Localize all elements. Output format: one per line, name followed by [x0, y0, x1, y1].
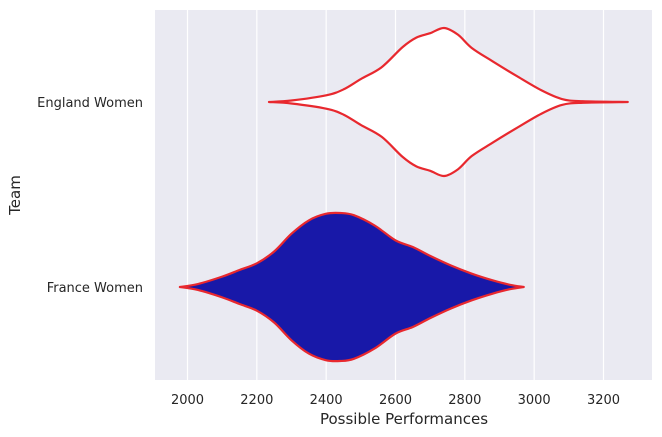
- y-axis-label: Team: [6, 175, 24, 216]
- x-tick-label: 2400: [310, 393, 343, 408]
- x-tick-label: 2000: [171, 393, 204, 408]
- x-tick-label: 2600: [379, 393, 412, 408]
- x-tick-labels: 2000 2200 2400 2600 2800 3000 3200: [171, 393, 620, 408]
- x-tick-label: 3000: [518, 393, 551, 408]
- x-tick-label: 2200: [240, 393, 273, 408]
- y-tick-label: England Women: [37, 96, 143, 111]
- violin-england-women: [267, 26, 629, 178]
- violins: [178, 26, 629, 363]
- x-axis-label: Possible Performances: [320, 410, 488, 428]
- y-tick-labels: England Women France Women: [37, 96, 143, 296]
- y-tick-label: France Women: [47, 281, 143, 296]
- violin-france-women: [178, 211, 525, 363]
- x-tick-label: 2800: [448, 393, 481, 408]
- x-tick-label: 3200: [587, 393, 620, 408]
